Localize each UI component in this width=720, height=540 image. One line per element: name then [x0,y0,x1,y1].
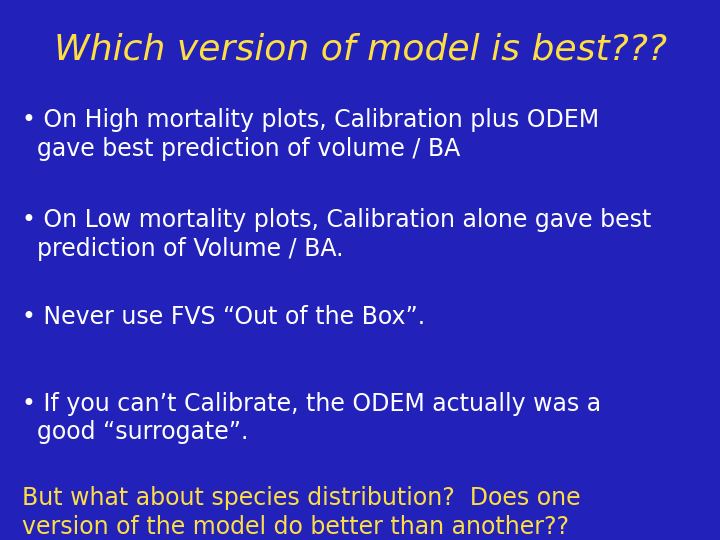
Text: But what about species distribution?  Does one
version of the model do better th: But what about species distribution? Doe… [22,486,580,539]
Text: Which version of model is best???: Which version of model is best??? [53,32,667,66]
Text: • If you can’t Calibrate, the ODEM actually was a
  good “surrogate”.: • If you can’t Calibrate, the ODEM actua… [22,392,600,444]
Text: • On High mortality plots, Calibration plus ODEM
  gave best prediction of volum: • On High mortality plots, Calibration p… [22,108,599,161]
Text: • On Low mortality plots, Calibration alone gave best
  prediction of Volume / B: • On Low mortality plots, Calibration al… [22,208,651,261]
Text: • Never use FVS “Out of the Box”.: • Never use FVS “Out of the Box”. [22,305,425,329]
